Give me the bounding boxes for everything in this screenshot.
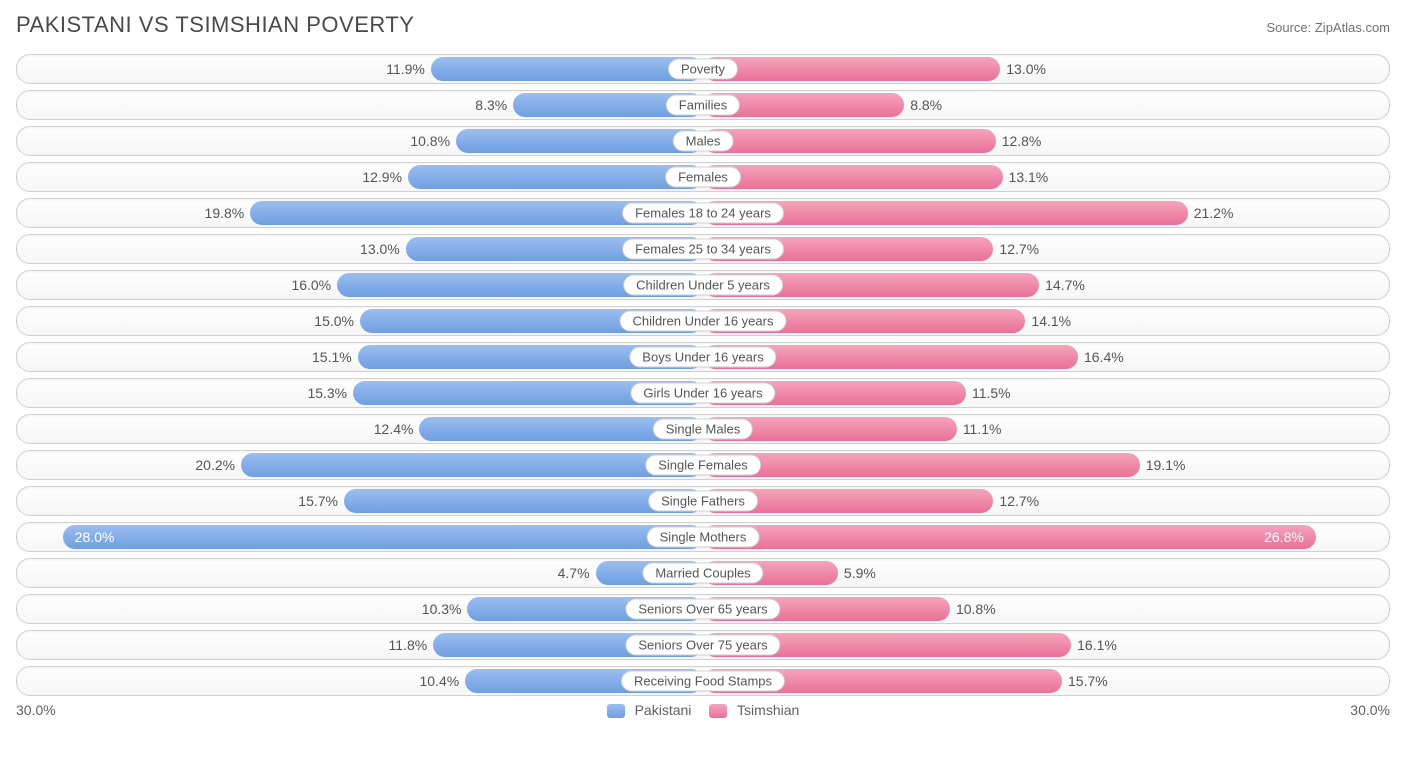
value-label-b: 12.7% [993, 487, 1039, 515]
diverging-bar-chart: 11.9%13.0%Poverty8.3%8.8%Families10.8%12… [16, 54, 1390, 696]
bar-series-a: 28.0% [63, 525, 703, 549]
bar-series-b [703, 165, 1003, 189]
value-label-b: 12.8% [996, 127, 1042, 155]
value-label-a: 11.9% [386, 55, 431, 83]
legend-item-a: Pakistani [607, 702, 692, 718]
value-label-a: 28.0% [67, 525, 115, 549]
value-label-a: 16.0% [291, 271, 337, 299]
category-label: Families [666, 95, 740, 116]
value-label-b: 13.0% [1000, 55, 1046, 83]
category-label: Single Fathers [648, 491, 758, 512]
chart-row: 10.8% 12.8% Males [16, 126, 1390, 156]
category-label: Seniors Over 75 years [625, 635, 780, 656]
value-label-a: 13.0% [360, 235, 406, 263]
category-label: Females 18 to 24 years [622, 203, 784, 224]
legend-swatch-b [709, 704, 727, 718]
chart-row: 11.8% 16.1% Seniors Over 75 years [16, 630, 1390, 660]
chart-row: 10.3% 10.8% Seniors Over 65 years [16, 594, 1390, 624]
legend-swatch-a [607, 704, 625, 718]
chart-row: 12.4% 11.1% Single Males [16, 414, 1390, 444]
value-label-b: 11.1% [957, 415, 1002, 443]
value-label-a: 10.3% [422, 595, 468, 623]
axis-max-left: 30.0% [16, 702, 56, 718]
category-label: Receiving Food Stamps [621, 671, 785, 692]
value-label-b: 13.1% [1003, 163, 1049, 191]
value-label-b: 15.7% [1062, 667, 1108, 695]
category-label: Boys Under 16 years [629, 347, 776, 368]
value-label-b: 21.2% [1188, 199, 1234, 227]
chart-footer: 30.0% Pakistani Tsimshian 30.0% [16, 702, 1390, 718]
chart-source: Source: ZipAtlas.com [1266, 20, 1390, 35]
value-label-a: 19.8% [205, 199, 251, 227]
bar-series-a [456, 129, 703, 153]
value-label-b: 11.5% [966, 379, 1011, 407]
value-label-a: 12.4% [374, 415, 420, 443]
bar-series-b [703, 57, 1000, 81]
value-label-a: 20.2% [195, 451, 241, 479]
category-label: Children Under 16 years [620, 311, 787, 332]
value-label-b: 14.1% [1025, 307, 1071, 335]
category-label: Married Couples [642, 563, 763, 584]
chart-row: 15.0% 14.1% Children Under 16 years [16, 306, 1390, 336]
chart-row: 15.3% 11.5% Girls Under 16 years [16, 378, 1390, 408]
chart-row: 11.9% 13.0% Poverty [16, 54, 1390, 84]
legend-label-b: Tsimshian [737, 702, 799, 718]
bar-series-a [241, 453, 703, 477]
value-label-b: 16.1% [1071, 631, 1117, 659]
chart-row: 4.7% 5.9% Married Couples [16, 558, 1390, 588]
chart-row: 16.0% 14.7% Children Under 5 years [16, 270, 1390, 300]
axis-max-right: 30.0% [1350, 702, 1390, 718]
value-label-b: 26.8% [1264, 525, 1312, 549]
category-label: Single Females [645, 455, 761, 476]
value-label-a: 15.1% [312, 343, 358, 371]
value-label-b: 16.4% [1078, 343, 1124, 371]
value-label-a: 4.7% [558, 559, 596, 587]
category-label: Poverty [668, 59, 738, 80]
value-label-b: 19.1% [1140, 451, 1186, 479]
bar-series-a [431, 57, 703, 81]
value-label-a: 15.7% [298, 487, 344, 515]
chart-row: 10.4% 15.7% Receiving Food Stamps [16, 666, 1390, 696]
value-label-a: 12.9% [362, 163, 408, 191]
value-label-a: 10.4% [419, 667, 465, 695]
bar-series-b [703, 453, 1140, 477]
category-label: Single Mothers [647, 527, 760, 548]
chart-row: 8.3% 8.8% Families [16, 90, 1390, 120]
chart-row: 19.8% 21.2% Females 18 to 24 years [16, 198, 1390, 228]
chart-header: PAKISTANI VS TSIMSHIAN POVERTY Source: Z… [16, 12, 1390, 38]
value-label-a: 15.0% [314, 307, 360, 335]
bar-series-a [408, 165, 703, 189]
legend-item-b: Tsimshian [709, 702, 799, 718]
bar-series-b [703, 129, 996, 153]
value-label-b: 14.7% [1039, 271, 1085, 299]
chart-row: 15.7% 12.7% Single Fathers [16, 486, 1390, 516]
value-label-b: 10.8% [950, 595, 996, 623]
value-label-a: 8.3% [475, 91, 513, 119]
category-label: Males [673, 131, 734, 152]
value-label-b: 12.7% [993, 235, 1039, 263]
bar-series-b: 26.8% [703, 525, 1316, 549]
chart-row: 20.2% 19.1% Single Females [16, 450, 1390, 480]
chart-row: 28.0% 26.8% Single Mothers [16, 522, 1390, 552]
legend-label-a: Pakistani [635, 702, 692, 718]
chart-title: PAKISTANI VS TSIMSHIAN POVERTY [16, 12, 414, 38]
value-label-b: 8.8% [904, 91, 942, 119]
chart-row: 15.1% 16.4% Boys Under 16 years [16, 342, 1390, 372]
category-label: Single Males [653, 419, 753, 440]
category-label: Children Under 5 years [623, 275, 783, 296]
value-label-a: 11.8% [389, 631, 434, 659]
category-label: Females 25 to 34 years [622, 239, 784, 260]
value-label-b: 5.9% [838, 559, 876, 587]
chart-row: 13.0% 12.7% Females 25 to 34 years [16, 234, 1390, 264]
chart-row: 12.9% 13.1% Females [16, 162, 1390, 192]
value-label-a: 10.8% [410, 127, 456, 155]
legend: Pakistani Tsimshian [56, 702, 1351, 718]
category-label: Girls Under 16 years [630, 383, 775, 404]
category-label: Seniors Over 65 years [625, 599, 780, 620]
category-label: Females [665, 167, 741, 188]
value-label-a: 15.3% [307, 379, 353, 407]
